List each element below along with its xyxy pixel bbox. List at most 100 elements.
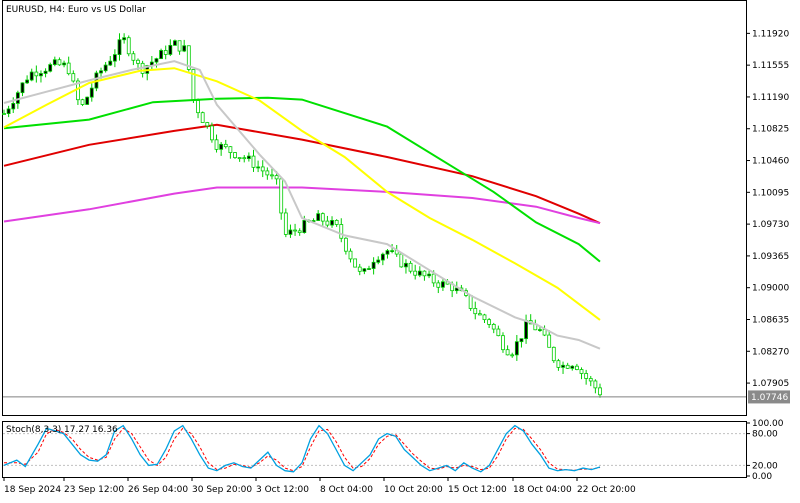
candle-body [265, 170, 270, 176]
candle [390, 243, 394, 254]
candle [404, 259, 408, 274]
candle-body [343, 237, 348, 252]
candle [320, 212, 325, 226]
candle [330, 216, 334, 228]
candle [551, 346, 556, 363]
candle [353, 258, 358, 268]
candle [510, 352, 515, 358]
candle [505, 345, 510, 356]
candle-body [417, 270, 422, 276]
candle [574, 363, 579, 371]
candle [149, 56, 154, 70]
candle [561, 361, 565, 374]
candle [43, 68, 48, 78]
candle [297, 228, 302, 236]
candle-body [385, 250, 390, 255]
candle-body [52, 59, 57, 65]
candle-body [431, 273, 436, 284]
candle [265, 167, 270, 180]
candle [473, 301, 478, 320]
candle-body [565, 364, 570, 369]
candle-body [200, 112, 205, 123]
price-tick-label: 1.10095 [752, 188, 789, 198]
candle [436, 280, 441, 294]
candle [103, 61, 108, 73]
candle [413, 264, 418, 280]
candle [380, 252, 385, 266]
candle-body [408, 262, 413, 272]
candle [482, 313, 487, 324]
candle [584, 369, 589, 385]
stochastic-tick-label: 0.00 [752, 472, 772, 482]
candle-body [441, 281, 445, 288]
price-tick-label: 1.09730 [752, 220, 789, 230]
candle [348, 248, 353, 263]
candle [196, 98, 200, 119]
candle-body [487, 319, 492, 325]
candle-body [339, 224, 344, 239]
stochastic-tick-label: 80.00 [752, 430, 778, 440]
candle-body [34, 71, 39, 77]
candle [52, 56, 57, 67]
time-tick-label: 26 Sep 04:00 [128, 485, 188, 495]
candle-body [246, 155, 251, 160]
candle [228, 146, 233, 159]
candle-body [131, 53, 136, 61]
candle [122, 33, 127, 44]
candle-body [154, 58, 159, 63]
current-price-label: 1.07746 [751, 393, 788, 403]
candle-body [482, 314, 487, 321]
candle [270, 168, 274, 180]
candle-body [510, 354, 515, 357]
candle [168, 39, 173, 57]
candle [163, 45, 168, 60]
candle [205, 121, 210, 129]
candle-body [505, 349, 510, 356]
candle [357, 263, 362, 276]
candle [491, 322, 496, 334]
candle [6, 105, 11, 118]
candle [57, 57, 62, 66]
candle [427, 269, 431, 279]
candle [399, 252, 404, 268]
candle [501, 332, 505, 353]
candle-body [538, 329, 542, 331]
candle-body [547, 334, 552, 348]
candle [39, 70, 43, 83]
candle-body [122, 37, 127, 41]
candle-body [413, 270, 418, 276]
candle [71, 70, 76, 83]
candle-body [117, 39, 122, 55]
candle [34, 65, 39, 83]
chart-title: EURUSD, H4: Euro vs US Dollar [6, 5, 146, 15]
candle [117, 33, 122, 61]
candle-body [297, 230, 302, 233]
candle-body [390, 250, 394, 252]
candle-body [66, 62, 71, 75]
candle [487, 317, 492, 329]
candle-body [214, 139, 219, 150]
candle-body [561, 364, 565, 368]
candle-body [519, 338, 524, 343]
candle [371, 257, 376, 275]
candle-body [524, 320, 528, 340]
candle-body [316, 213, 321, 221]
candle-body [126, 37, 131, 55]
candle [441, 278, 445, 291]
candle [62, 60, 66, 68]
time-tick-label: 23 Sep 12:00 [64, 485, 124, 495]
candle-body [43, 70, 48, 74]
candle [112, 49, 117, 68]
candle [283, 208, 288, 238]
candle-body [320, 213, 325, 222]
candle [367, 265, 371, 270]
moving-average-magenta [3, 186, 601, 225]
candle-body [25, 79, 30, 84]
candle-body [279, 178, 284, 214]
price-axis: 1.11920 1.11555 1.11190 1.10825 1.10460 1.100… [746, 29, 789, 389]
candle-body [168, 44, 173, 55]
candle-body [112, 54, 117, 62]
candle [514, 334, 519, 361]
candle [339, 218, 344, 243]
time-tick-label: 18 Sep 2024 [4, 485, 61, 495]
